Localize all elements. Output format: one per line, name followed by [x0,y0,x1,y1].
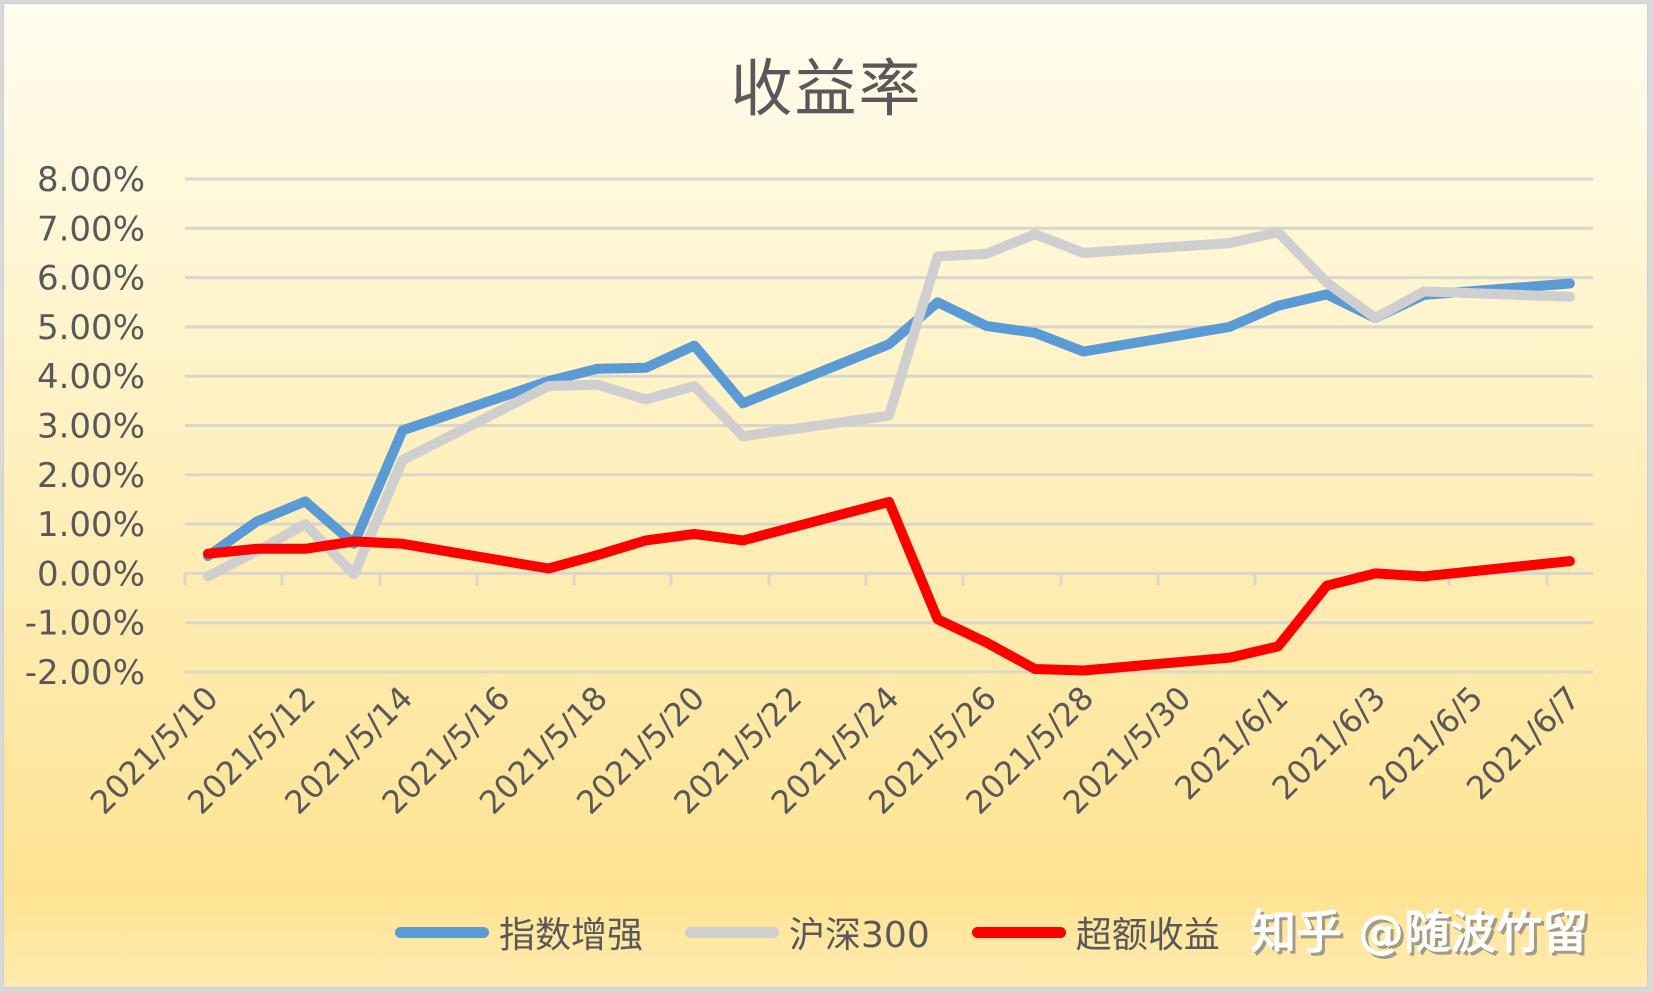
legend-label: 超额收益 [1075,915,1220,956]
legend: 指数增强 沪深300 超额收益 [395,902,1262,962]
legend-swatch-red [971,926,1066,938]
y-tick-label: 1.00% [37,505,145,545]
y-tick-label: 0.00% [37,554,145,594]
legend-item-csi300[interactable]: 沪深300 [685,906,930,958]
legend-label: 沪深300 [789,915,930,956]
series-line [203,227,1575,582]
chart-title: 收益率 [730,52,923,125]
legend-item-excess-return[interactable]: 超额收益 [971,906,1220,958]
y-tick-label: 5.00% [37,308,145,348]
chart-area [3,3,1648,988]
y-tick-label: 6.00% [37,259,145,299]
watermark: 知乎 @随波竹留 [1250,905,1589,959]
legend-swatch-gray [685,926,780,938]
y-tick-label: 3.00% [37,407,145,447]
y-tick-label: 8.00% [37,160,145,200]
gridlines [183,177,1593,674]
x-axis-labels: 2021/5/102021/5/122021/5/142021/5/162021… [83,679,1588,822]
y-axis-labels: 8.00% 7.00% 6.00% 5.00% 4.00% 3.00% 2.00% 1.00%… [25,160,145,693]
legend-item-index-enhanced[interactable]: 指数增强 [395,906,643,958]
legend-swatch-blue [395,926,489,938]
series-line [203,278,1575,562]
y-tick-label: -1.00% [25,604,145,644]
series-lines [203,227,1575,676]
y-tick-label: 7.00% [37,209,145,249]
series-line [203,496,1575,676]
legend-label: 指数增强 [499,915,644,956]
y-tick-label: 2.00% [37,456,145,496]
y-tick-label: -2.00% [25,653,145,693]
y-tick-label: 4.00% [37,357,145,397]
